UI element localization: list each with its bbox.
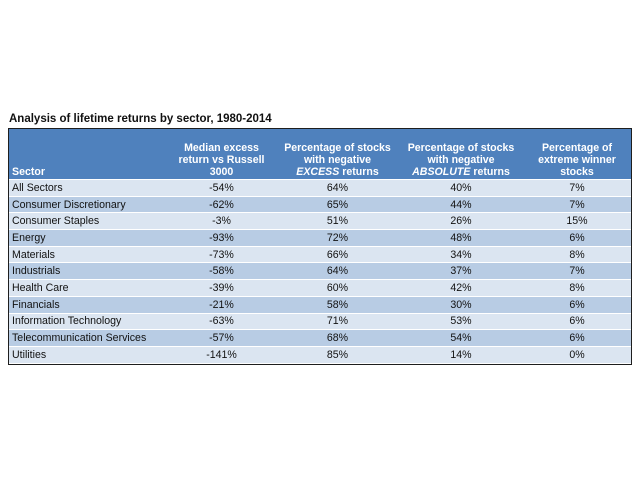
table-row: Industrials -58% 64% 37% 7%: [9, 262, 631, 281]
header-row: Sector Median excess return vs Russell 3…: [9, 129, 631, 180]
median-excess-return-cell: -73%: [167, 245, 276, 264]
negative-excess-pct-cell: 66%: [276, 245, 399, 264]
sector-cell: Health Care: [9, 279, 167, 297]
table-row: Energy -93% 72% 48% 6%: [9, 229, 631, 247]
header-emphasis: ABSOLUTE: [412, 166, 471, 178]
negative-excess-pct-cell: 64%: [276, 179, 399, 197]
column-header-negative-absolute-returns: Percentage of stocks with negative ABSOL…: [399, 129, 523, 180]
negative-absolute-pct-cell: 14%: [399, 345, 523, 364]
negative-absolute-pct-cell: 26%: [399, 212, 523, 231]
negative-absolute-pct-cell: 37%: [399, 262, 523, 281]
negative-excess-pct-cell: 71%: [276, 312, 399, 331]
extreme-winner-pct-cell: 7%: [523, 179, 631, 197]
table-row: Consumer Discretionary -62% 65% 44% 7%: [9, 195, 631, 214]
negative-excess-pct-cell: 60%: [276, 279, 399, 297]
extreme-winner-pct-cell: 8%: [523, 245, 631, 264]
negative-absolute-pct-cell: 48%: [399, 229, 523, 247]
median-excess-return-cell: -58%: [167, 262, 276, 281]
header-line: stocks: [560, 166, 594, 178]
negative-absolute-pct-cell: 42%: [399, 279, 523, 297]
header-line: return vs Russell: [178, 154, 265, 166]
median-excess-return-cell: -93%: [167, 229, 276, 247]
table-row: Utilities -141% 85% 14% 0%: [9, 345, 631, 364]
column-header-extreme-winner-stocks: Percentage of extreme winner stocks: [523, 129, 631, 180]
extreme-winner-pct-cell: 6%: [523, 229, 631, 247]
extreme-winner-pct-cell: 7%: [523, 195, 631, 214]
negative-excess-pct-cell: 65%: [276, 195, 399, 214]
table-row: Consumer Staples -3% 51% 26% 15%: [9, 212, 631, 231]
returns-by-sector-table: Sector Median excess return vs Russell 3…: [9, 129, 631, 364]
median-excess-return-cell: -62%: [167, 195, 276, 214]
header-suffix: returns: [470, 166, 510, 178]
table-row: Financials -21% 58% 30% 6%: [9, 295, 631, 314]
sector-cell: All Sectors: [9, 179, 167, 197]
sector-cell: Consumer Staples: [9, 212, 167, 231]
negative-excess-pct-cell: 51%: [276, 212, 399, 231]
table-row: Health Care -39% 60% 42% 8%: [9, 279, 631, 297]
negative-absolute-pct-cell: 34%: [399, 245, 523, 264]
header-line: Percentage of stocks: [284, 142, 391, 154]
negative-excess-pct-cell: 68%: [276, 329, 399, 347]
sector-cell: Energy: [9, 229, 167, 247]
header-line: with negative: [427, 154, 495, 166]
extreme-winner-pct-cell: 7%: [523, 262, 631, 281]
extreme-winner-pct-cell: 15%: [523, 212, 631, 231]
table-row: All Sectors -54% 64% 40% 7%: [9, 179, 631, 197]
header-line: extreme winner: [538, 154, 616, 166]
sector-cell: Consumer Discretionary: [9, 195, 167, 214]
returns-table-container: Sector Median excess return vs Russell 3…: [8, 128, 632, 365]
header-emphasis: EXCESS: [296, 166, 340, 178]
sector-cell: Financials: [9, 295, 167, 314]
table-row: Telecommunication Services -57% 68% 54% …: [9, 329, 631, 347]
sector-cell: Utilities: [9, 345, 167, 364]
header-line: 3000: [209, 166, 234, 178]
table-row: Materials -73% 66% 34% 8%: [9, 245, 631, 264]
sector-cell: Information Technology: [9, 312, 167, 331]
negative-absolute-pct-cell: 40%: [399, 179, 523, 197]
median-excess-return-cell: -21%: [167, 295, 276, 314]
column-header-sector: Sector: [9, 129, 167, 180]
header-suffix: returns: [339, 166, 379, 178]
negative-absolute-pct-cell: 53%: [399, 312, 523, 331]
negative-absolute-pct-cell: 44%: [399, 195, 523, 214]
extreme-winner-pct-cell: 0%: [523, 345, 631, 364]
median-excess-return-cell: -141%: [167, 345, 276, 364]
negative-excess-pct-cell: 58%: [276, 295, 399, 314]
sector-cell: Telecommunication Services: [9, 329, 167, 347]
table-row: Information Technology -63% 71% 53% 6%: [9, 312, 631, 331]
negative-excess-pct-cell: 72%: [276, 229, 399, 247]
negative-absolute-pct-cell: 54%: [399, 329, 523, 347]
median-excess-return-cell: -54%: [167, 179, 276, 197]
negative-excess-pct-cell: 64%: [276, 262, 399, 281]
column-header-negative-excess-returns: Percentage of stocks with negative EXCES…: [276, 129, 399, 180]
header-line: with negative: [303, 154, 372, 166]
sector-cell: Materials: [9, 245, 167, 264]
median-excess-return-cell: -63%: [167, 312, 276, 331]
median-excess-return-cell: -57%: [167, 329, 276, 347]
negative-absolute-pct-cell: 30%: [399, 295, 523, 314]
median-excess-return-cell: -3%: [167, 212, 276, 231]
extreme-winner-pct-cell: 6%: [523, 312, 631, 331]
header-line: EXCESS returns: [278, 166, 397, 178]
table-title: Analysis of lifetime returns by sector, …: [9, 113, 272, 125]
extreme-winner-pct-cell: 8%: [523, 279, 631, 297]
header-line: Sector: [12, 166, 45, 178]
header-line: Percentage of stocks: [407, 142, 515, 154]
median-excess-return-cell: -39%: [167, 279, 276, 297]
negative-excess-pct-cell: 85%: [276, 345, 399, 364]
extreme-winner-pct-cell: 6%: [523, 295, 631, 314]
header-line: ABSOLUTE returns: [401, 166, 521, 178]
extreme-winner-pct-cell: 6%: [523, 329, 631, 347]
sector-cell: Industrials: [9, 262, 167, 281]
header-line: Percentage of: [541, 142, 613, 154]
header-line: Median excess: [184, 142, 259, 154]
column-header-median-excess-return: Median excess return vs Russell 3000: [167, 129, 276, 180]
